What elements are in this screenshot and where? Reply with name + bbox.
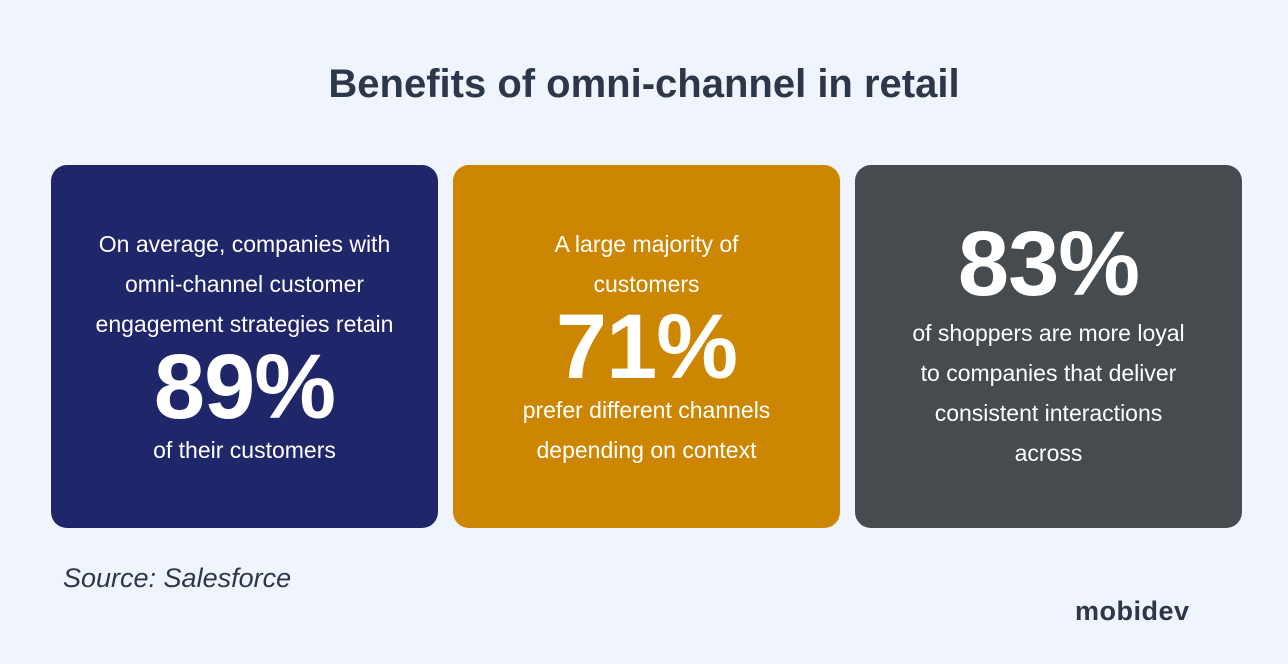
- card-text-after: of shoppers are more loyal to companies …: [912, 319, 1185, 466]
- mobidev-logo: mobidev: [1075, 596, 1190, 626]
- stat-card-channels: A large majority of customers 71% prefer…: [453, 165, 840, 528]
- card-text-after: prefer different channels depending on c…: [522, 396, 771, 463]
- card-text-before: A large majority of customers: [554, 230, 739, 297]
- card-text-after: of their customers: [153, 436, 336, 463]
- card-stat: 71%: [555, 295, 738, 398]
- card-text-before: On average, companies with omni-channel …: [95, 230, 394, 337]
- stat-card-retention: On average, companies with omni-channel …: [51, 165, 438, 528]
- source-note: Source: Salesforce: [63, 563, 292, 593]
- card-stat: 83%: [957, 212, 1140, 315]
- stat-card-loyalty: 83% of shoppers are more loyal to compan…: [855, 165, 1242, 528]
- page-title: Benefits of omni-channel in retail: [328, 62, 960, 106]
- card-stat: 89%: [153, 335, 336, 438]
